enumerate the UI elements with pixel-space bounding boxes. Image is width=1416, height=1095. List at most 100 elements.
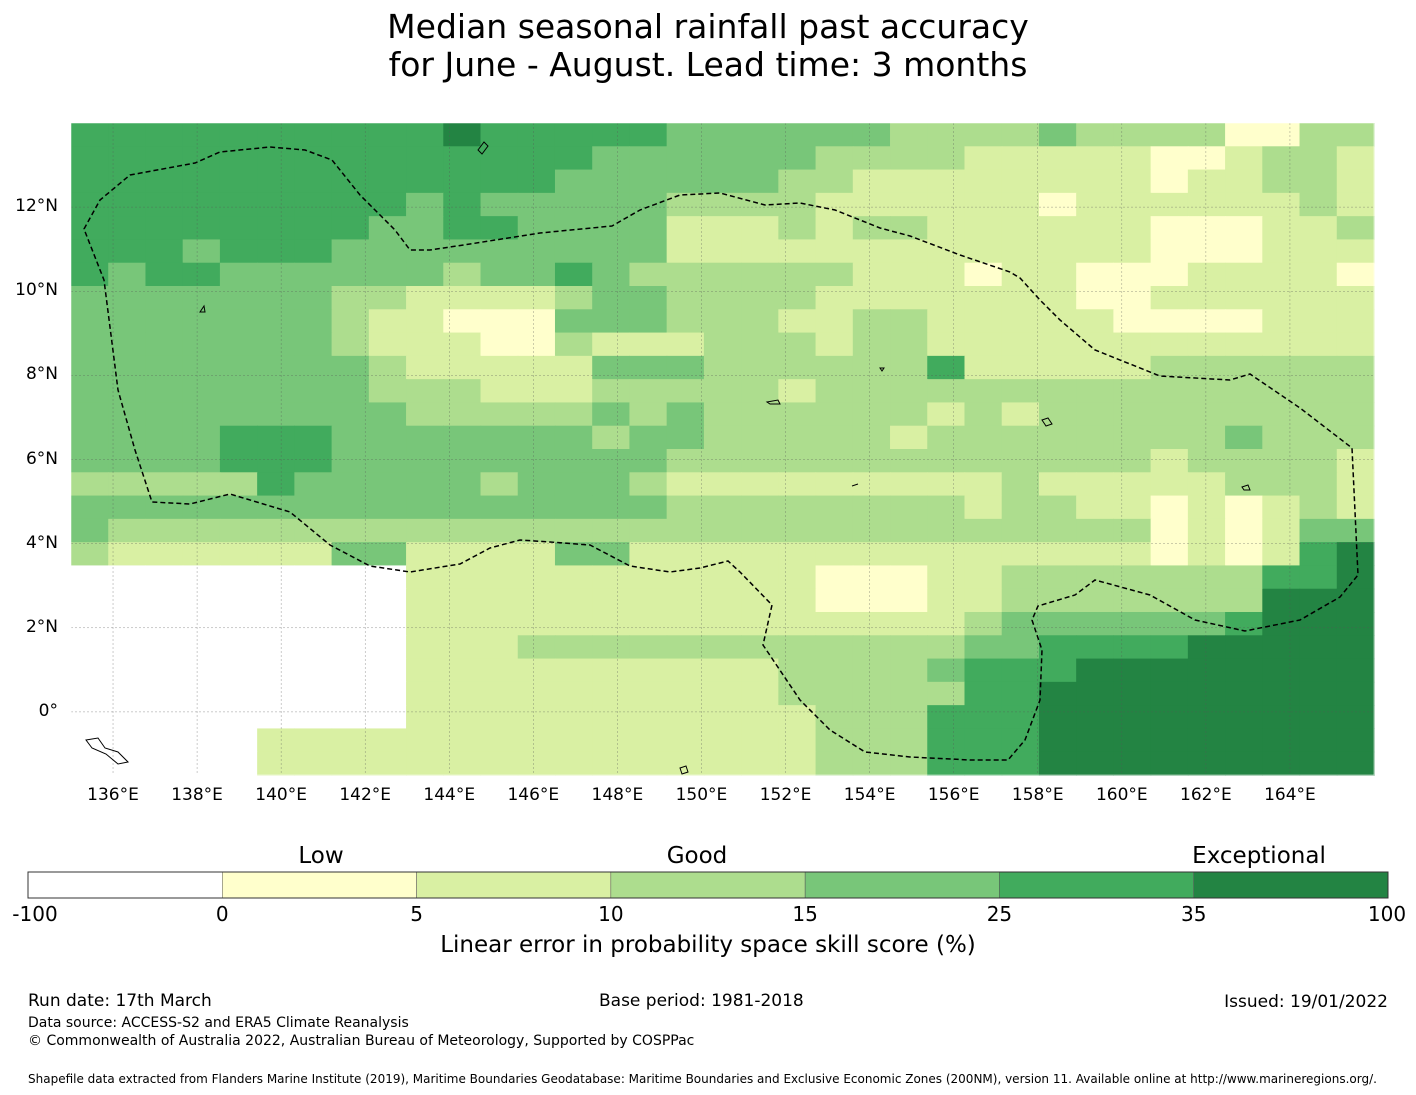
heatmap-cell (480, 216, 519, 241)
heatmap-cell (219, 472, 258, 497)
heatmap-cell (1001, 425, 1040, 450)
heatmap-cell (443, 751, 482, 776)
heatmap-cell (108, 612, 147, 636)
heatmap-cell (741, 705, 779, 730)
heatmap-cell (1150, 705, 1189, 730)
heatmap-cell (182, 495, 221, 520)
heatmap-cell (219, 542, 258, 567)
heatmap-cell (815, 588, 854, 613)
heatmap-cell (1299, 239, 1338, 264)
heatmap-cell (257, 495, 295, 520)
heatmap-cell (182, 542, 221, 567)
heatmap-cell (1336, 286, 1375, 310)
heatmap-cell (629, 192, 668, 217)
heatmap-cell (182, 635, 221, 660)
heatmap-cell (480, 146, 519, 171)
heatmap-cell (554, 495, 593, 520)
heatmap-cell (1001, 495, 1040, 520)
heatmap-cell (71, 309, 109, 334)
heatmap-cell (1187, 123, 1226, 147)
heatmap-cell (1150, 681, 1189, 706)
heatmap-cell (1038, 262, 1077, 287)
heatmap-cell (852, 169, 891, 194)
heatmap-cell (480, 705, 519, 730)
heatmap-cell (1150, 332, 1189, 357)
heatmap-cell (294, 728, 333, 753)
heatmap-cell (1299, 425, 1338, 450)
heatmap-cell (1150, 379, 1189, 404)
heatmap-cell (927, 379, 966, 404)
heatmap-cell (108, 518, 147, 543)
longitude-tick-label: 142°E (339, 785, 392, 805)
heatmap-cell (1299, 169, 1338, 194)
heatmap-cell (778, 286, 817, 310)
heatmap-cell (852, 286, 891, 310)
heatmap-cell (1262, 472, 1301, 497)
heatmap-cell (182, 286, 221, 310)
heatmap-cell (1225, 612, 1263, 636)
heatmap-cell (71, 123, 109, 147)
heatmap-cell (257, 612, 295, 636)
heatmap-cell (1150, 658, 1189, 683)
heatmap-cell (852, 123, 891, 147)
heatmap-cell (1225, 402, 1263, 427)
heatmap-cell (71, 355, 109, 380)
heatmap-cell (964, 402, 1003, 427)
heatmap-cell (1076, 169, 1114, 194)
heatmap-cell (852, 239, 891, 264)
heatmap-cell (629, 518, 668, 543)
heatmap-cell (1038, 146, 1077, 171)
heatmap-cell (108, 472, 147, 497)
heatmap-cell (219, 262, 258, 287)
heatmap-cell (257, 635, 295, 660)
heatmap-cell (1262, 542, 1301, 567)
heatmap-cell (1113, 728, 1152, 753)
chart-title-line-1: Median seasonal rainfall past accuracy (387, 7, 1029, 46)
heatmap-cell (890, 262, 928, 287)
heatmap-cell (480, 495, 519, 520)
heatmap-cell (443, 402, 482, 427)
heatmap-cell (1038, 449, 1077, 473)
heatmap-cell (592, 449, 631, 473)
heatmap-cell (927, 402, 966, 427)
heatmap-cell (145, 309, 184, 334)
heatmap-cell (703, 355, 742, 380)
heatmap-cell (368, 239, 407, 264)
heatmap-cell (294, 332, 333, 357)
heatmap-cell (145, 518, 184, 543)
heatmap-cell (554, 309, 593, 334)
heatmap-cell (964, 658, 1003, 683)
heatmap-cell (331, 262, 370, 287)
heatmap-cell (145, 751, 184, 776)
heatmap-cell (927, 705, 966, 730)
heatmap-cell (219, 123, 258, 147)
heatmap-cell (108, 355, 147, 380)
heatmap-cell (592, 169, 631, 194)
heatmap-cell (145, 379, 184, 404)
heatmap-cell (629, 612, 668, 636)
heatmap-cell (71, 449, 109, 473)
heatmap-cell (443, 565, 482, 590)
heatmap-cell (592, 751, 631, 776)
heatmap-cell (1299, 192, 1338, 217)
heatmap-cell (1336, 495, 1375, 520)
heatmap-cell (1076, 751, 1114, 776)
heatmap-cell (406, 146, 444, 171)
heatmap-cell (1336, 169, 1375, 194)
heatmap-cell (517, 751, 556, 776)
heatmap-cell (145, 262, 184, 287)
heatmap-cell (927, 146, 966, 171)
heatmap-cell (703, 192, 742, 217)
heatmap-cell (1262, 123, 1301, 147)
heatmap-cell (108, 402, 147, 427)
heatmap-cell (815, 449, 854, 473)
heatmap-cell (554, 472, 593, 497)
heatmap-cell (1299, 728, 1338, 753)
heatmap-cell (1150, 728, 1189, 753)
heatmap-cell (406, 402, 444, 427)
heatmap-cell (592, 239, 631, 264)
heatmap-cell (1262, 262, 1301, 287)
heatmap-cell (703, 449, 742, 473)
heatmap-cell (145, 542, 184, 567)
heatmap-cell (182, 588, 221, 613)
